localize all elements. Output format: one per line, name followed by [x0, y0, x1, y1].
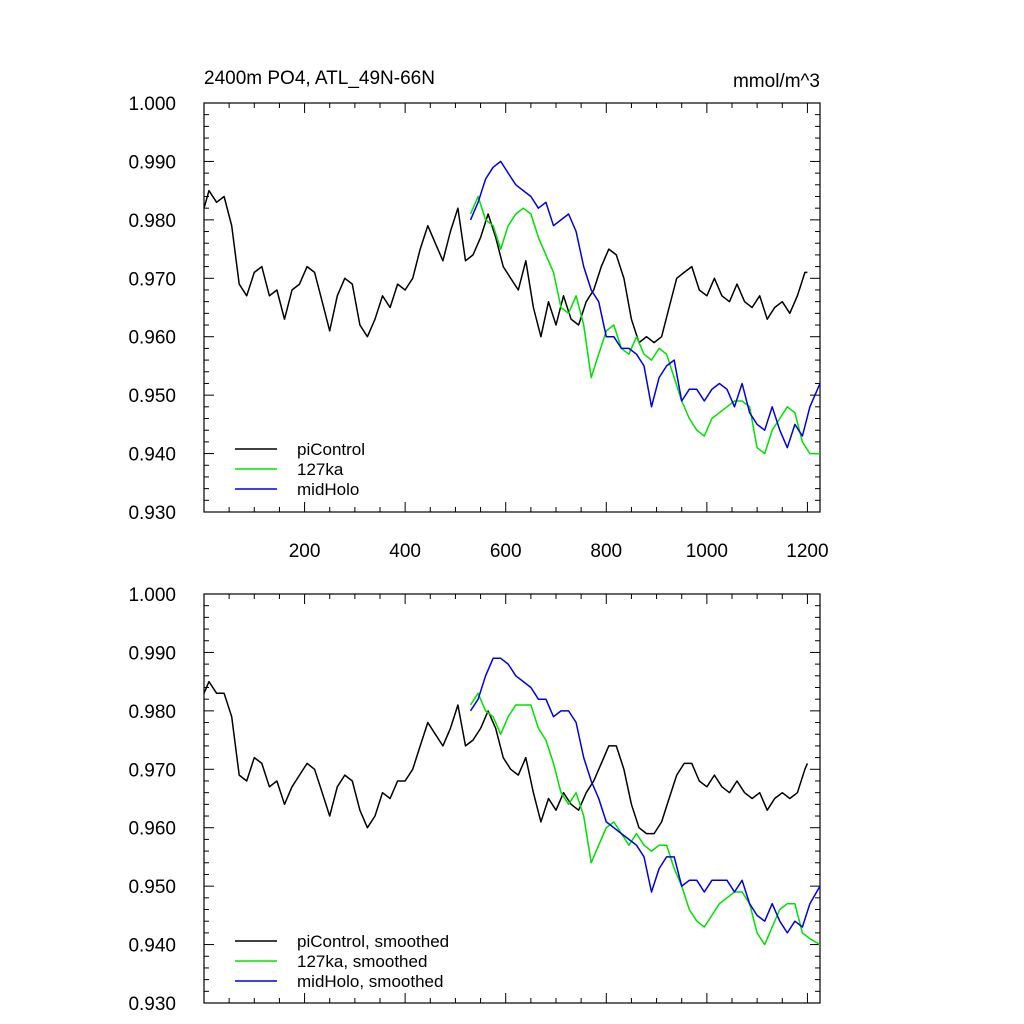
- bottom-y-tick-label: 0.940: [128, 936, 176, 957]
- top-x-tick-label: 400: [389, 541, 421, 562]
- top-series-line-2: [469, 195, 820, 455]
- bottom-y-tick-label: 0.950: [128, 877, 176, 898]
- top-y-tick-label: 0.940: [128, 445, 176, 466]
- top-legend-label-1: piControl: [297, 440, 365, 459]
- bottom-series-line-1: [203, 680, 809, 835]
- top-x-tick-label: 1000: [686, 541, 728, 562]
- bottom-y-tick-label: 1.000: [128, 585, 176, 606]
- bottom-y-tick-label: 0.960: [128, 819, 176, 840]
- bottom-y-tick-label: 0.990: [128, 643, 176, 664]
- top-y-tick-label: 0.960: [128, 328, 176, 349]
- top-y-tick-label: 0.930: [128, 503, 176, 524]
- bottom-plot-frame: [203, 593, 821, 1004]
- top-x-tick-label: 200: [289, 541, 321, 562]
- top-series-line-3: [469, 160, 821, 449]
- top-series-line-1: [203, 189, 808, 344]
- top-x-tick-label: 800: [590, 541, 622, 562]
- top-y-tick-label: 0.980: [128, 211, 176, 232]
- top-x-tick-label: 600: [490, 541, 522, 562]
- bottom-y-tick-label: 0.980: [128, 702, 176, 723]
- top-legend-label-2: 127ka: [297, 460, 344, 479]
- bottom-legend-label-3: midHolo, smoothed: [297, 972, 443, 991]
- top-legend-label-3: midHolo: [297, 480, 359, 499]
- units-label: mmol/m^3: [733, 71, 820, 92]
- top-y-tick-label: 0.990: [128, 152, 176, 173]
- bottom-y-tick-label: 0.930: [128, 994, 176, 1015]
- bottom-legend-label-2: 127ka, smoothed: [297, 952, 427, 971]
- top-y-tick-label: 0.970: [128, 269, 176, 290]
- bottom-panel: 0.930 0.940 0.950 0.960 0.970 0.980 0.990 1.000…: [128, 585, 821, 1015]
- top-y-tick-label: 1.000: [128, 94, 176, 115]
- top-plot-frame: [203, 102, 821, 513]
- top-panel: 0.930 0.940 0.950 0.960 0.970 0.980 0.990 1.000…: [128, 94, 828, 562]
- top-x-tick-label: 1200: [786, 541, 828, 562]
- bottom-y-tick-label: 0.970: [128, 760, 176, 781]
- bottom-series-line-2: [469, 692, 821, 946]
- bottom-series-line-3: [469, 657, 821, 934]
- bottom-legend-label-1: piControl, smoothed: [297, 932, 449, 951]
- figure-title: 2400m PO4, ATL_49N-66N: [204, 68, 435, 89]
- top-y-tick-label: 0.950: [128, 386, 176, 407]
